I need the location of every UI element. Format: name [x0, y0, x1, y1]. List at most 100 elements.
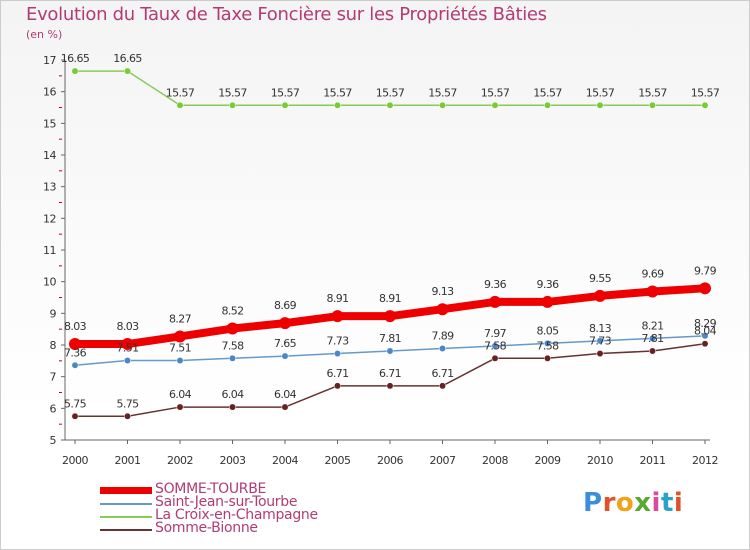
- y-tick-label: 7: [50, 371, 57, 384]
- data-point-somme-tourbe: [489, 295, 501, 308]
- data-label-somme-tourbe: 8.91: [379, 292, 401, 305]
- data-label-la-croix-en-champagne: 15.57: [376, 86, 405, 99]
- data-label-la-croix-en-champagne: 16.65: [113, 52, 142, 65]
- x-tick-label: 2010: [587, 454, 613, 467]
- data-point-la-croix-en-champagne: [649, 101, 656, 109]
- data-label-saint-jean-sur-tourbe: 7.97: [484, 327, 507, 340]
- data-label-saint-jean-sur-tourbe: 8.21: [641, 319, 663, 332]
- y-tick-label: 8: [50, 339, 57, 352]
- data-point-somme-tourbe: [121, 338, 134, 351]
- data-point-somme-tourbe: [279, 317, 291, 330]
- data-point-somme-tourbe: [436, 303, 449, 316]
- data-point-la-croix-en-champagne: [281, 101, 289, 109]
- data-label-la-croix-en-champagne: 15.57: [691, 86, 720, 99]
- data-point-somme-bionne: [439, 382, 446, 390]
- data-point-la-croix-en-champagne: [701, 101, 709, 109]
- data-label-la-croix-en-champagne: 15.57: [586, 86, 615, 99]
- data-label-somme-tourbe: 8.27: [169, 312, 192, 325]
- data-label-somme-tourbe: 8.69: [274, 299, 297, 312]
- data-point-la-croix-en-champagne: [124, 67, 131, 75]
- data-label-saint-jean-sur-tourbe: 7.36: [64, 346, 87, 359]
- data-point-somme-bionne: [229, 403, 236, 411]
- data-point-somme-bionne: [544, 354, 551, 362]
- y-tick-label: 12: [43, 212, 56, 225]
- legend-swatch-somme-bionne: [100, 529, 152, 531]
- data-point-somme-bionne: [596, 350, 604, 357]
- data-label-saint-jean-sur-tourbe: 8.13: [589, 322, 612, 335]
- data-point-la-croix-en-champagne: [491, 101, 499, 109]
- x-tick-label: 2006: [377, 454, 403, 467]
- y-tick-label: 5: [50, 434, 57, 447]
- data-point-la-croix-en-champagne: [176, 101, 184, 109]
- data-point-saint-jean-sur-tourbe: [281, 352, 289, 360]
- data-label-somme-tourbe: 9.69: [641, 267, 664, 280]
- data-label-saint-jean-sur-tourbe: 8.05: [536, 324, 559, 337]
- legend-label-la-croix-en-champagne: La Croix-en-Champagne: [155, 507, 318, 523]
- x-tick-label: 2004: [272, 454, 298, 467]
- x-tick-label: 2001: [115, 454, 141, 467]
- data-label-somme-tourbe: 8.52: [221, 305, 243, 318]
- x-tick-label: 2002: [167, 454, 193, 467]
- data-label-somme-bionne: 6.71: [431, 367, 453, 380]
- data-label-somme-bionne: 7.58: [536, 339, 559, 352]
- x-tick-label: 2000: [62, 454, 88, 467]
- logo-letter: r: [602, 488, 616, 518]
- data-point-saint-jean-sur-tourbe: [649, 334, 656, 342]
- y-axis-unit-label: (en %): [26, 28, 63, 41]
- data-point-la-croix-en-champagne: [544, 101, 551, 109]
- y-tick-label: 6: [50, 402, 57, 415]
- logo-letter: i: [673, 488, 684, 518]
- y-tick-label: 15: [43, 117, 56, 130]
- y-tick-label: 17: [43, 54, 56, 67]
- data-label-saint-jean-sur-tourbe: 7.51: [169, 342, 191, 355]
- legend-label-somme-tourbe: SOMME-TOURBE: [155, 481, 267, 497]
- data-label-somme-bionne: 6.04: [274, 388, 297, 401]
- data-label-somme-bionne: 7.58: [484, 339, 507, 352]
- data-label-la-croix-en-champagne: 15.57: [428, 86, 457, 99]
- data-point-somme-bionne: [124, 412, 131, 420]
- x-tick-label: 2011: [640, 454, 666, 467]
- data-point-somme-bionne: [701, 340, 709, 348]
- data-point-saint-jean-sur-tourbe: [71, 361, 79, 369]
- x-tick-label: 2008: [482, 454, 508, 467]
- series-line-somme-bionne: [74, 342, 706, 417]
- data-point-saint-jean-sur-tourbe: [229, 354, 236, 362]
- data-point-somme-tourbe: [174, 330, 186, 343]
- data-label-somme-bionne: 7.73: [589, 335, 612, 348]
- data-label-saint-jean-sur-tourbe: 7.58: [221, 339, 244, 352]
- data-label-somme-tourbe: 8.91: [326, 292, 348, 305]
- data-label-somme-tourbe: 9.79: [694, 264, 717, 277]
- y-tick-label: 10: [43, 276, 56, 289]
- legend-swatch-saint-jean-sur-tourbe: [100, 503, 152, 505]
- logo-letter: o: [615, 488, 635, 518]
- data-point-saint-jean-sur-tourbe: [334, 350, 341, 357]
- logo-letter: t: [660, 488, 674, 518]
- legend-label-saint-jean-sur-tourbe: Saint-Jean-sur-Tourbe: [155, 494, 298, 510]
- data-point-somme-tourbe: [594, 289, 606, 302]
- y-tick-label: 13: [43, 181, 56, 194]
- x-tick-label: 2003: [220, 454, 246, 467]
- data-point-la-croix-en-champagne: [596, 101, 604, 109]
- data-point-saint-jean-sur-tourbe: [176, 357, 184, 364]
- data-point-somme-tourbe: [331, 310, 344, 323]
- x-tick-label: 2012: [692, 454, 718, 467]
- data-label-somme-bionne: 6.71: [326, 367, 348, 380]
- data-label-somme-tourbe: 9.36: [536, 278, 559, 291]
- legend-swatch-la-croix-en-champagne: [100, 516, 152, 518]
- data-label-somme-bionne: 7.81: [641, 332, 663, 345]
- x-tick-label: 2005: [325, 454, 351, 467]
- data-point-somme-bionne: [649, 347, 656, 355]
- legend-label-somme-bionne: Somme-Bionne: [155, 520, 258, 536]
- data-label-la-croix-en-champagne: 15.57: [533, 86, 562, 99]
- data-label-somme-bionne: 6.71: [379, 367, 401, 380]
- y-tick-label: 11: [43, 244, 56, 257]
- data-point-somme-bionne: [281, 403, 289, 411]
- data-label-somme-bionne: 6.04: [221, 388, 244, 401]
- data-point-somme-tourbe: [646, 285, 659, 298]
- data-label-somme-tourbe: 9.55: [589, 272, 612, 285]
- data-point-saint-jean-sur-tourbe: [491, 342, 499, 350]
- data-label-somme-bionne: 5.75: [64, 397, 87, 410]
- data-label-somme-tourbe: 9.36: [484, 278, 507, 291]
